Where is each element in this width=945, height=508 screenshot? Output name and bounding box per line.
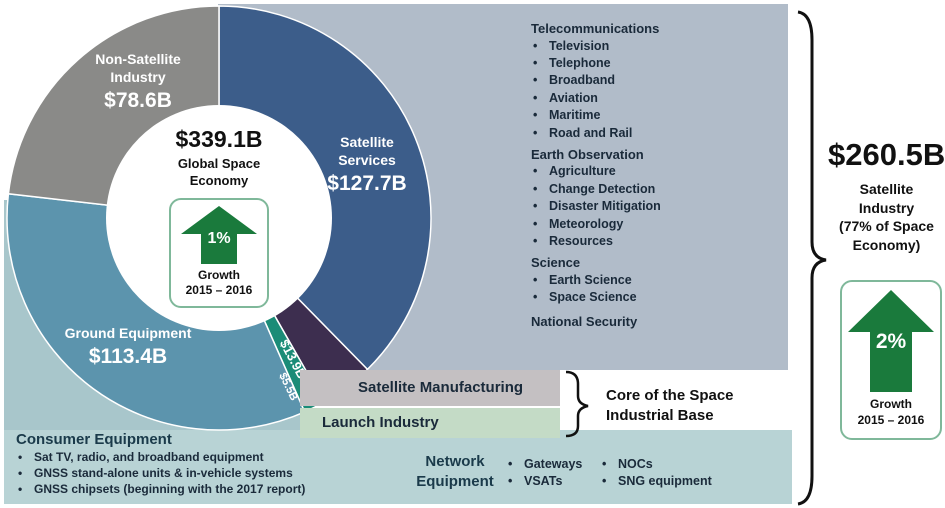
list-item: Sat TV, radio, and broadband equipment	[16, 449, 336, 465]
satellite-industry-caption: Satellite Industry (77% of Space Economy…	[828, 180, 945, 254]
list-item: Gateways	[506, 456, 582, 474]
satellite-industry-caption-line: Economy)	[852, 236, 921, 253]
global-space-economy-caption: Global Space Economy	[177, 156, 261, 188]
list-item: Broadband	[531, 72, 781, 90]
category-science: Science	[531, 255, 581, 271]
network-equipment-title: Network Equipment	[400, 452, 510, 492]
list-item: Television	[531, 38, 781, 56]
category-national-security: National Security	[531, 313, 638, 329]
growth-up-arrow-icon	[181, 206, 257, 264]
satellite-manufacturing-label: Satellite Manufacturing	[358, 379, 524, 396]
satellite-industry-brace	[797, 10, 827, 506]
global-growth-period: 2015 – 2016	[185, 283, 253, 297]
list-item: Telephone	[531, 55, 781, 73]
satellite-growth-period: 2015 – 2016	[857, 413, 925, 427]
list-item: Change Detection	[531, 181, 781, 199]
consumer-equipment-block: Consumer Equipment Sat TV, radio, and br…	[16, 431, 336, 497]
list-item: NOCs	[600, 456, 712, 474]
category-telecommunications: Telecommunications	[531, 21, 660, 36]
satellite-industry-caption-line: Industry	[858, 199, 915, 216]
list-item: Meteorology	[531, 216, 781, 234]
satellite-industry-caption-line: Satellite	[859, 181, 914, 197]
satellite-growth-value: 2%	[875, 330, 907, 353]
network-title-line: Network	[425, 453, 485, 470]
satellite-industry-summary: $260.5B Satellite Industry (77% of Space…	[828, 136, 945, 254]
pie-center-label: $339.1B Global Space Economy	[150, 125, 288, 189]
list-item: Aviation	[531, 90, 781, 108]
global-growth-box: 1% Growth 2015 – 2016	[169, 198, 269, 308]
list-item: Disaster Mitigation	[531, 198, 781, 216]
ground-equipment-name: Ground Equipment	[64, 325, 192, 341]
consumer-equipment-list: Sat TV, radio, and broadband equipment G…	[16, 449, 336, 497]
category-earth-observation: Earth Observation	[531, 146, 644, 162]
list-item: Earth Science	[531, 272, 781, 290]
global-space-economy-value: $339.1B	[175, 126, 263, 152]
non-satellite-name: Non-Satellite Industry	[95, 51, 181, 85]
list-item: Maritime	[531, 107, 781, 125]
telecommunications-list: Television Telephone Broadband Aviation …	[531, 38, 781, 143]
core-label-line: Industrial Base	[606, 407, 714, 424]
satellite-services-name: Satellite Services	[338, 134, 396, 168]
global-growth-label: Growth	[198, 268, 240, 282]
network-equipment-list-2: NOCs SNG equipment	[600, 456, 712, 491]
satellite-industry-caption-line: (77% of Space	[839, 218, 934, 234]
network-equipment-list-1: Gateways VSATs	[506, 456, 582, 491]
satellite-growth-caption: Growth 2015 – 2016	[842, 396, 940, 428]
global-growth-caption: Growth 2015 – 2016	[171, 268, 267, 298]
launch-industry-bar: Launch Industry	[300, 408, 560, 438]
list-item: SNG equipment	[600, 473, 712, 491]
satellite-growth-label: Growth	[870, 397, 912, 411]
network-title-line: Equipment	[416, 473, 494, 490]
list-item: Space Science	[531, 289, 781, 307]
list-item: Road and Rail	[531, 125, 781, 143]
satellite-manufacturing-bar: Satellite Manufacturing	[300, 370, 560, 406]
launch-industry-label: Launch Industry	[322, 414, 439, 431]
science-list: Earth Science Space Science	[531, 272, 781, 307]
growth-up-arrow-icon	[848, 290, 934, 392]
list-item: Agriculture	[531, 163, 781, 181]
core-industrial-base-label: Core of the Space Industrial Base	[606, 386, 734, 426]
core-label-line: Core of the Space	[606, 387, 734, 404]
global-growth-value: 1%	[207, 230, 231, 247]
ground-equipment-value: $113.4B	[88, 345, 168, 368]
non-satellite-value: $78.6B	[104, 89, 172, 112]
satellite-services-label: Satellite Services $127.7B	[312, 133, 422, 199]
list-item: VSATs	[506, 473, 582, 491]
satellite-services-categories: Telecommunications Television Telephone …	[531, 20, 781, 330]
earth-observation-list: Agriculture Change Detection Disaster Mi…	[531, 163, 781, 250]
satellite-services-value: $127.7B	[327, 172, 407, 195]
satellite-growth-box: 2% Growth 2015 – 2016	[840, 280, 942, 440]
satellite-industry-value: $260.5B	[828, 137, 945, 172]
core-industrial-base-brace	[565, 370, 589, 438]
non-satellite-label: Non-Satellite Industry $78.6B	[78, 50, 198, 116]
ground-equipment-label: Ground Equipment $113.4B	[40, 324, 216, 372]
consumer-equipment-title: Consumer Equipment	[16, 431, 172, 448]
list-item: Resources	[531, 233, 781, 251]
list-item: GNSS chipsets (beginning with the 2017 r…	[16, 481, 336, 497]
list-item: GNSS stand-alone units & in-vehicle syst…	[16, 465, 336, 481]
